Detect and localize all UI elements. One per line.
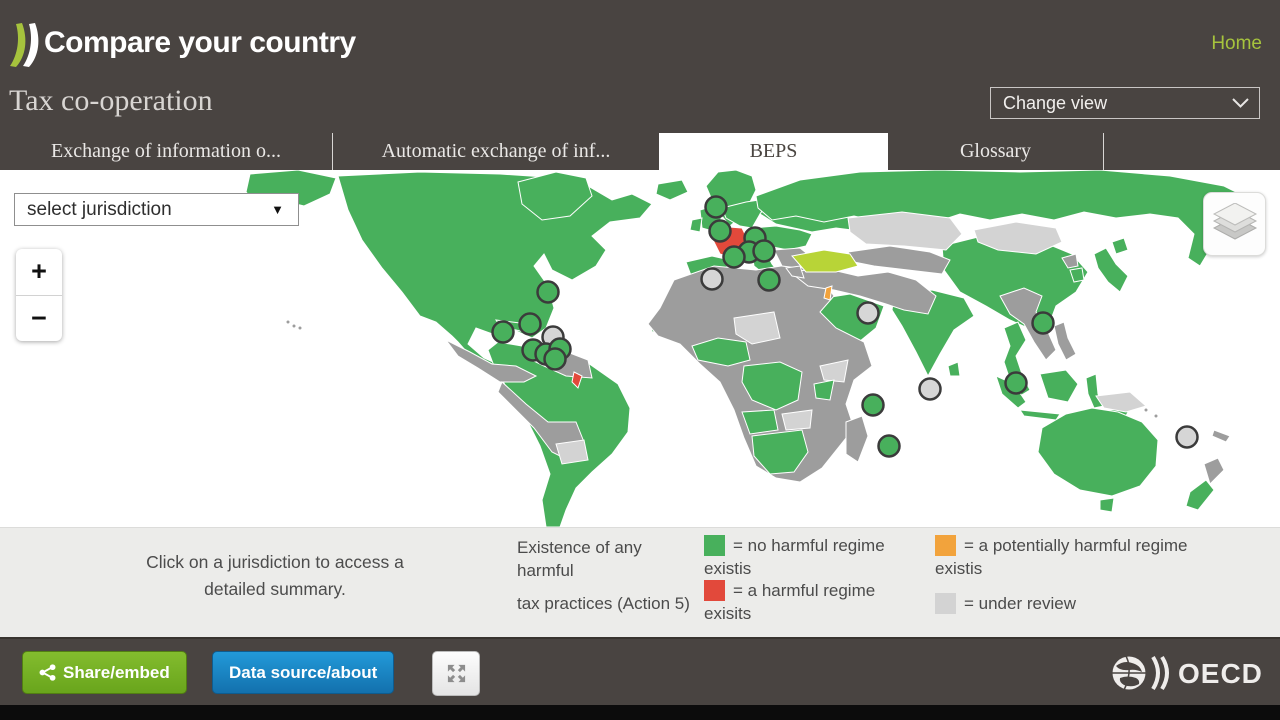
jurisdiction-marker-under-review[interactable] bbox=[1175, 425, 1199, 449]
select-jurisdiction-label: select jurisdiction bbox=[27, 198, 172, 220]
legend-item-harmful: = a harmful regime exisits bbox=[704, 579, 916, 625]
legend-swatch-orange bbox=[935, 535, 956, 556]
jurisdiction-marker-under-review[interactable] bbox=[700, 267, 724, 291]
jurisdiction-marker-no-harmful[interactable] bbox=[877, 434, 901, 458]
fullscreen-button[interactable] bbox=[432, 651, 480, 696]
select-jurisdiction-dropdown[interactable]: select jurisdiction ▼ bbox=[14, 193, 299, 226]
legend-series-label-line2: tax practices (Action 5) bbox=[517, 594, 690, 613]
jurisdiction-marker-no-harmful[interactable] bbox=[704, 195, 728, 219]
map-area: select jurisdiction ▼ + − bbox=[0, 170, 1280, 527]
legend-item-text: = a harmful regime exisits bbox=[704, 581, 876, 623]
legend-item-text: = no harmful regime existis bbox=[704, 536, 885, 578]
legend-item-text: = under review bbox=[964, 594, 1076, 613]
jurisdiction-marker-no-harmful[interactable] bbox=[536, 280, 560, 304]
tab-bar: Exchange of information o... Automatic e… bbox=[0, 133, 1280, 170]
legend-item-potentially-harmful: = a potentially harmful regime existis bbox=[935, 534, 1235, 580]
jurisdiction-marker-no-harmful[interactable] bbox=[752, 239, 776, 263]
change-view-label: Change view bbox=[1003, 92, 1108, 113]
layers-icon bbox=[1212, 203, 1257, 240]
header: Compare your country Home Tax co-operati… bbox=[0, 0, 1280, 133]
legend-swatch-gray bbox=[935, 593, 956, 614]
legend-panel: Click on a jurisdiction to access a deta… bbox=[0, 527, 1280, 638]
jurisdiction-marker-no-harmful[interactable] bbox=[1031, 311, 1055, 335]
jurisdiction-marker-no-harmful[interactable] bbox=[543, 347, 567, 371]
tab-exchange-of-information[interactable]: Exchange of information o... bbox=[0, 133, 333, 170]
dropdown-arrow-icon: ▼ bbox=[271, 202, 284, 217]
share-embed-label: Share/embed bbox=[63, 662, 170, 682]
legend-item-text: = a potentially harmful regime existis bbox=[935, 536, 1188, 578]
app-title: Compare your country bbox=[44, 26, 356, 59]
jurisdiction-marker-no-harmful[interactable] bbox=[491, 320, 515, 344]
jurisdiction-marker-no-harmful[interactable] bbox=[861, 393, 885, 417]
page-title: Tax co-operation bbox=[9, 84, 213, 117]
change-view-dropdown[interactable]: Change view bbox=[990, 87, 1260, 119]
fullscreen-icon bbox=[447, 664, 465, 683]
zoom-in-button[interactable]: + bbox=[31, 256, 47, 286]
legend-item-under-review: = under review bbox=[935, 592, 1195, 615]
world-map[interactable] bbox=[0, 170, 1280, 527]
tab-glossary[interactable]: Glossary bbox=[888, 133, 1104, 170]
share-icon bbox=[39, 664, 56, 681]
jurisdiction-marker-no-harmful[interactable] bbox=[722, 245, 746, 269]
jurisdiction-marker-no-harmful[interactable] bbox=[1004, 371, 1028, 395]
legend-item-no-harmful: = no harmful regime existis bbox=[704, 534, 916, 580]
footer-bar: Share/embed Data source/about OEC bbox=[0, 637, 1280, 705]
home-link[interactable]: Home bbox=[1211, 33, 1262, 54]
jurisdiction-marker-no-harmful[interactable] bbox=[708, 219, 732, 243]
layers-button[interactable] bbox=[1203, 192, 1266, 256]
legend-series-label-line1: Existence of any harmful bbox=[517, 538, 642, 580]
data-source-label: Data source/about bbox=[229, 662, 378, 682]
legend-swatch-red bbox=[704, 580, 725, 601]
oecd-chevrons-logo-icon bbox=[10, 23, 39, 67]
tab-automatic-exchange[interactable]: Automatic exchange of inf... bbox=[381, 140, 611, 162]
zoom-control: + − bbox=[16, 249, 62, 341]
tab-beps[interactable]: BEPS bbox=[659, 133, 888, 170]
data-source-button[interactable]: Data source/about bbox=[212, 651, 395, 694]
share-embed-button[interactable]: Share/embed bbox=[22, 651, 187, 694]
chevron-down-icon bbox=[1232, 98, 1249, 108]
zoom-out-button[interactable]: − bbox=[16, 295, 62, 341]
jurisdiction-marker-no-harmful[interactable] bbox=[757, 268, 781, 292]
svg-text:OECD: OECD bbox=[1178, 658, 1263, 689]
legend-swatch-green bbox=[704, 535, 725, 556]
jurisdiction-marker-under-review[interactable] bbox=[918, 377, 942, 401]
oecd-logo: OECD bbox=[1112, 655, 1263, 691]
jurisdiction-marker-under-review[interactable] bbox=[856, 301, 880, 325]
map-hint-text: Click on a jurisdiction to access a deta… bbox=[146, 552, 404, 599]
jurisdiction-marker-no-harmful[interactable] bbox=[518, 312, 542, 336]
bottom-strip bbox=[0, 705, 1280, 720]
